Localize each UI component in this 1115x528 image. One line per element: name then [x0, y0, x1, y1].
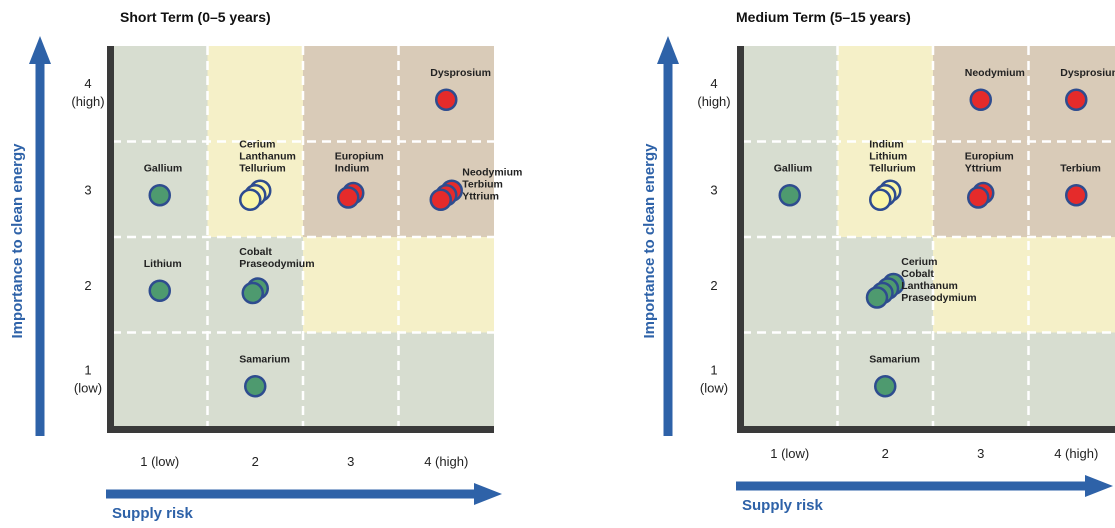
background-cell [838, 46, 934, 142]
y-tick-label: 2 [84, 278, 91, 293]
data-point [875, 376, 895, 396]
left-axis-frame [107, 46, 114, 433]
chart-panel-2: Medium Term (5–15 years) 1 (low) 2 3 4 (high) 1… [641, 9, 1115, 514]
background-cell [742, 237, 838, 333]
data-point-label: Lanthanum [901, 280, 958, 292]
data-point-label: Tellurium [239, 162, 285, 174]
background-cell [742, 46, 838, 142]
bottom-axis-frame [107, 426, 494, 433]
data-point-label: Lithium [144, 258, 182, 270]
bottom-axis-frame [737, 426, 1115, 433]
background-cell [933, 333, 1029, 429]
data-point-label: Dysprosium [1060, 67, 1115, 79]
data-point-label: Indium [869, 138, 903, 150]
y-tick-label: (low) [74, 380, 102, 395]
data-point-label: Yttrium [462, 190, 499, 202]
data-point-label: Terbium [462, 178, 503, 190]
data-point-label: Samarium [239, 353, 290, 365]
data-point-label: Cobalt [239, 246, 272, 258]
background-cell [303, 333, 399, 429]
y-tick-label: (high) [697, 94, 730, 109]
data-point-label: Dysprosium [430, 67, 491, 79]
data-point-label: Neodymium [965, 67, 1025, 79]
data-point [867, 288, 887, 308]
data-point [968, 188, 988, 208]
y-axis-arrow-head [29, 36, 51, 64]
y-tick-label: (low) [700, 380, 728, 395]
y-tick-label: 1 [84, 362, 91, 377]
y-tick-label: 4 [84, 76, 91, 91]
data-point [431, 190, 451, 210]
data-point [245, 376, 265, 396]
background-cell [1029, 237, 1115, 333]
data-point-label: Europium [965, 150, 1014, 162]
data-point-label: Praseodymium [239, 258, 314, 270]
y-axis-title: Importance to clean energy [641, 143, 658, 339]
data-point [240, 190, 260, 210]
data-point-label: Lithium [869, 150, 907, 162]
data-point-label: Terbium [1060, 162, 1101, 174]
data-point-label: Gallium [144, 162, 183, 174]
y-tick-label: 3 [84, 182, 91, 197]
y-tick-label: (high) [71, 94, 104, 109]
data-point-label: Gallium [774, 162, 813, 174]
data-point-label: Cobalt [901, 268, 934, 280]
y-tick-label: 3 [710, 182, 717, 197]
data-point [780, 185, 800, 205]
x-axis-title: Supply risk [742, 497, 824, 514]
background-cell [399, 333, 495, 429]
background-cell [303, 237, 399, 333]
background-cell [1029, 333, 1115, 429]
data-point-label: Neodymium [462, 166, 522, 178]
x-axis-arrow-head [474, 483, 502, 505]
x-tick-label: 4 (high) [1054, 446, 1098, 461]
data-point-label: Samarium [869, 353, 920, 365]
data-point-label: Europium [335, 150, 384, 162]
data-point-label: Indium [335, 162, 369, 174]
data-point [338, 188, 358, 208]
data-point [150, 185, 170, 205]
data-point [870, 190, 890, 210]
left-axis-frame [737, 46, 744, 433]
background-cell [112, 333, 208, 429]
data-point-label: Yttrium [965, 162, 1002, 174]
background-cell [303, 46, 399, 142]
data-point [1066, 185, 1086, 205]
data-point [971, 90, 991, 110]
x-tick-label: 1 (low) [140, 454, 179, 469]
data-point [243, 283, 263, 303]
x-axis-arrow-head [1085, 475, 1113, 497]
x-tick-label: 4 (high) [424, 454, 468, 469]
x-tick-label: 3 [347, 454, 354, 469]
data-point-label: Tellurium [869, 162, 915, 174]
data-point-label: Cerium [901, 256, 937, 268]
data-point [150, 281, 170, 301]
background-cell [208, 46, 304, 142]
data-point-label: Lanthanum [239, 150, 296, 162]
y-axis-title: Importance to clean energy [9, 143, 26, 339]
x-axis-title: Supply risk [112, 505, 194, 522]
x-tick-label: 1 (low) [770, 446, 809, 461]
y-axis-arrow-head [657, 36, 679, 64]
chart-panel-1: Short Term (0–5 years) 1 (low) 2 3 4 (high) 1 (… [9, 9, 522, 522]
data-point-label: Praseodymium [901, 292, 976, 304]
x-tick-label: 2 [882, 446, 889, 461]
background-cell [742, 333, 838, 429]
chart-title: Medium Term (5–15 years) [736, 9, 911, 25]
background-cell [399, 237, 495, 333]
y-tick-label: 4 [710, 76, 717, 91]
y-tick-label: 2 [710, 278, 717, 293]
data-point-label: Cerium [239, 138, 275, 150]
data-point [436, 90, 456, 110]
x-tick-label: 2 [252, 454, 259, 469]
data-point [1066, 90, 1086, 110]
chart-title: Short Term (0–5 years) [120, 9, 271, 25]
x-tick-label: 3 [977, 446, 984, 461]
background-cell [112, 46, 208, 142]
y-tick-label: 1 [710, 362, 717, 377]
